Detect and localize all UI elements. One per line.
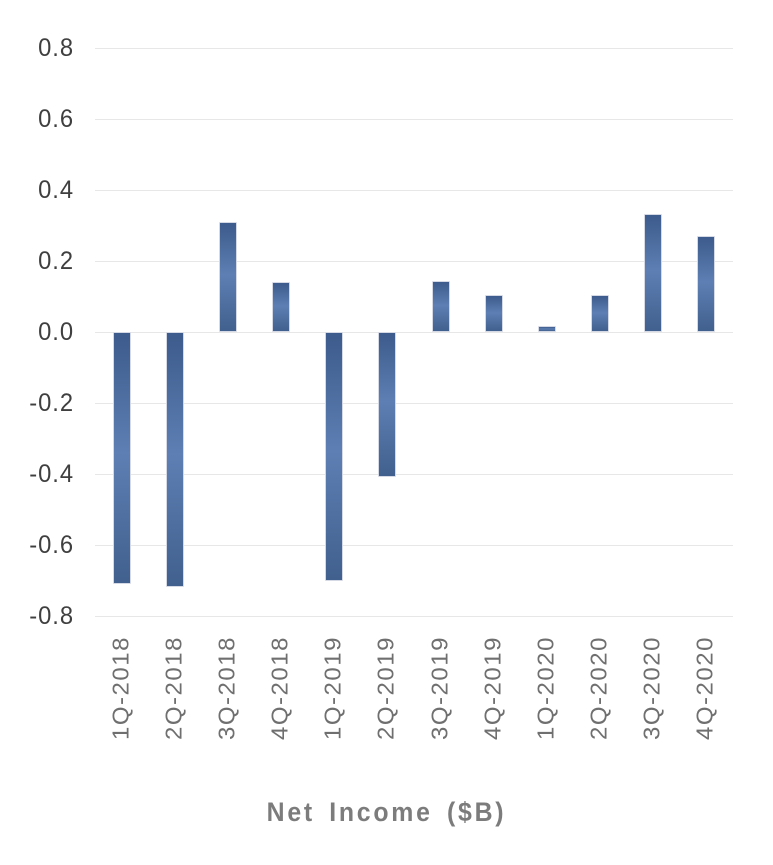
x-tick-label-2q-2019: 2Q-2019: [374, 636, 400, 740]
x-tick-label-4q-2018: 4Q-2018: [267, 636, 294, 740]
x-tick-label-3q-2019: 3Q-2019: [427, 636, 453, 740]
gridline-y--0.4: [95, 473, 733, 475]
bar-1q-2018: [112, 332, 131, 585]
y-tick-label--0.2: -0.2: [29, 389, 74, 417]
x-tick-label-1q-2018: 1Q-2018: [108, 636, 134, 740]
x-tick-label-3q-2020: 3Q-2020: [639, 636, 666, 740]
gridline-y--0.8: [95, 615, 733, 617]
gridline-y-0.4: [95, 189, 733, 191]
x-tick-label-2q-2018: 2Q-2018: [161, 636, 188, 740]
bar-4q-2020: [697, 236, 716, 332]
bar-1q-2020: [537, 326, 556, 332]
bar-2q-2019: [378, 332, 397, 477]
x-tick-label-2q-2020: 2Q-2020: [586, 636, 613, 740]
y-tick-label-0.6: 0.6: [38, 105, 74, 133]
chart-title: Net Income ($B): [266, 797, 507, 827]
bar-4q-2019: [484, 294, 503, 332]
x-tick-label-1q-2020: 1Q-2020: [533, 636, 560, 740]
bar-1q-2019: [325, 332, 344, 582]
x-tick-label-4q-2019: 4Q-2019: [480, 636, 507, 740]
y-tick-label--0.6: -0.6: [29, 531, 74, 559]
gridline-y-0.0: [95, 331, 733, 333]
y-tick-label-0.4: 0.4: [38, 176, 74, 204]
x-tick-label-3q-2018: 3Q-2018: [214, 636, 241, 740]
gridline-y--0.6: [95, 544, 733, 546]
x-tick-label-4q-2020: 4Q-2020: [693, 636, 719, 740]
y-tick-label--0.4: -0.4: [29, 460, 74, 488]
x-tick-label-1q-2019: 1Q-2019: [320, 636, 347, 740]
bar-2q-2020: [591, 295, 610, 332]
y-tick-label-0.0: 0.0: [38, 318, 74, 346]
gridline-y-0.8: [95, 47, 733, 49]
gridline-y--0.2: [95, 402, 733, 404]
y-tick-label-0.8: 0.8: [38, 34, 74, 62]
gridline-y-0.6: [95, 118, 733, 120]
bar-2q-2018: [165, 332, 184, 587]
bar-3q-2020: [644, 214, 663, 332]
bar-3q-2018: [218, 221, 237, 332]
bar-4q-2018: [272, 282, 291, 332]
bar-3q-2019: [431, 281, 450, 332]
y-tick-label-0.2: 0.2: [38, 247, 74, 275]
y-tick-label--0.8: -0.8: [29, 602, 74, 630]
gridline-y-0.2: [95, 260, 733, 262]
